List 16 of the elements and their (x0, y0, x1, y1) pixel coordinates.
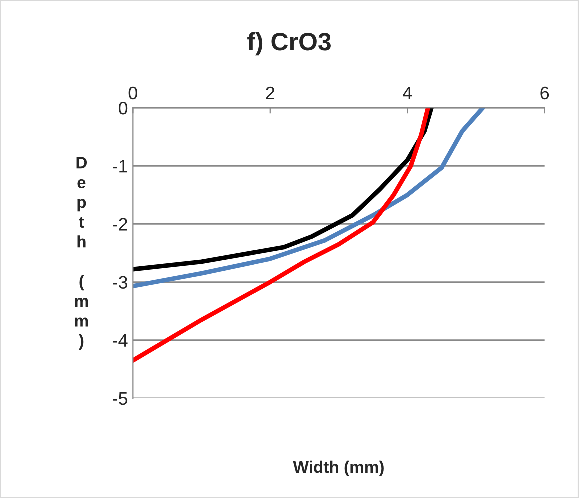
y-tick-label: -1 (113, 160, 128, 173)
x-tick-label: 6 (540, 86, 550, 100)
x-axis-title: Width (mm) (293, 460, 384, 476)
line-series (133, 108, 430, 363)
text: Depth (mm) (75, 157, 88, 350)
line-series (133, 108, 434, 272)
line-series (133, 108, 486, 289)
x-tick-label: 4 (403, 87, 412, 100)
chart-title: f) CrO3 (248, 32, 331, 56)
y-tick-label: -4 (113, 334, 128, 347)
y-tick-label: 0 (118, 102, 128, 115)
y-tick-label: -2 (113, 218, 128, 231)
y-tick-label: -3 (113, 276, 128, 289)
y-tick-label: -5 (113, 392, 128, 406)
x-tick-label: 2 (266, 86, 275, 100)
x-tick-label: 0 (128, 86, 138, 100)
